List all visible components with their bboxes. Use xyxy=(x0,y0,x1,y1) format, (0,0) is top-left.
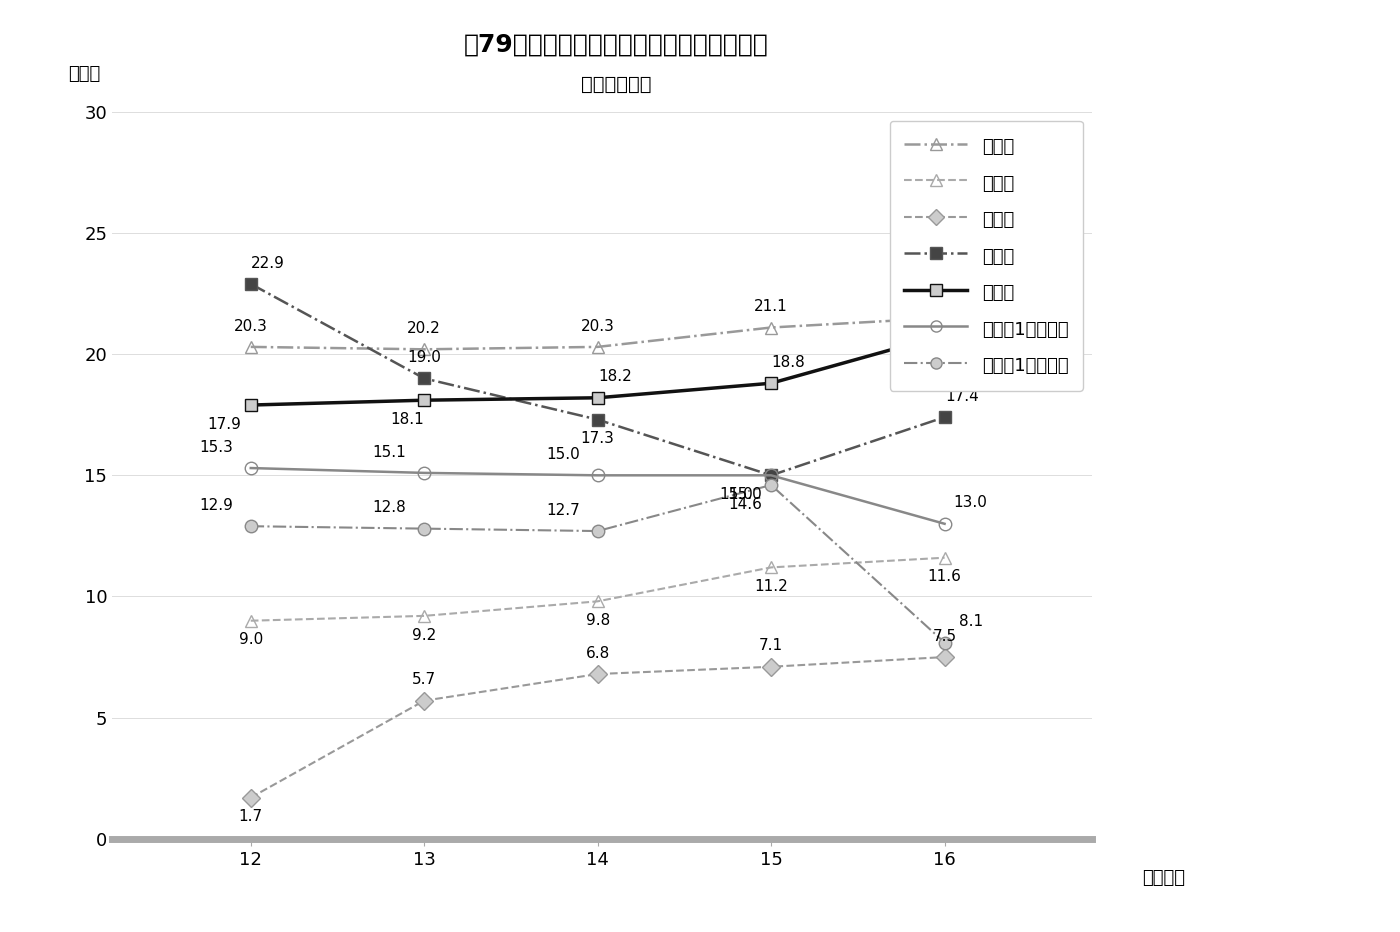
Text: 17.4: 17.4 xyxy=(945,389,979,404)
Text: 19.0: 19.0 xyxy=(407,350,441,365)
小都市 xyxy=(763,377,780,389)
Line: 町村（1万未満）: 町村（1万未満） xyxy=(245,479,951,649)
Text: 7.1: 7.1 xyxy=(759,638,783,653)
Text: 12.8: 12.8 xyxy=(372,500,406,515)
中核市 xyxy=(763,562,780,573)
Text: 20.2: 20.2 xyxy=(407,321,441,336)
Text: 15.0: 15.0 xyxy=(546,447,580,462)
特例市 xyxy=(763,661,780,672)
小都市 xyxy=(937,329,953,340)
Line: 町村（1万以上）: 町村（1万以上） xyxy=(245,461,951,530)
町村（1万以上） xyxy=(589,470,606,481)
Text: 5.7: 5.7 xyxy=(412,672,437,688)
Text: 12.9: 12.9 xyxy=(199,498,232,513)
Text: 18.2: 18.2 xyxy=(598,369,631,385)
Text: 21.5: 21.5 xyxy=(928,290,962,305)
Text: 15.0: 15.0 xyxy=(720,487,753,502)
Text: （％）: （％） xyxy=(67,64,101,83)
Line: 特例市: 特例市 xyxy=(245,651,951,804)
Text: 15.1: 15.1 xyxy=(372,445,406,459)
中核市 xyxy=(416,610,433,622)
Line: 大都市: 大都市 xyxy=(245,311,951,356)
特例市 xyxy=(416,695,433,706)
大都市 xyxy=(589,341,606,352)
中核市 xyxy=(589,596,606,607)
特例市 xyxy=(589,668,606,679)
Text: 20.3: 20.3 xyxy=(234,319,267,334)
町村（1万未満） xyxy=(416,523,433,534)
町村（1万以上） xyxy=(416,467,433,478)
Text: 9.2: 9.2 xyxy=(412,627,437,642)
Text: 15.0: 15.0 xyxy=(728,487,762,502)
大都市 xyxy=(763,322,780,333)
Text: 17.9: 17.9 xyxy=(207,417,242,432)
中核市 xyxy=(937,552,953,563)
Text: 第79図　団体規模別決算規模構成比の推移: 第79図 団体規模別決算規模構成比の推移 xyxy=(463,33,769,57)
中核市 xyxy=(242,615,259,626)
町村（1万以上） xyxy=(763,470,780,481)
中都市 xyxy=(589,414,606,425)
Text: 14.6: 14.6 xyxy=(728,497,762,512)
Text: 18.1: 18.1 xyxy=(391,412,424,427)
小都市 xyxy=(589,392,606,404)
Text: 15.3: 15.3 xyxy=(199,440,232,455)
Text: 11.6: 11.6 xyxy=(928,569,962,584)
Text: 9.8: 9.8 xyxy=(585,613,610,628)
Line: 中核市: 中核市 xyxy=(245,552,951,627)
中都市 xyxy=(937,412,953,423)
町村（1万以上） xyxy=(242,462,259,473)
町村（1万以上） xyxy=(937,518,953,529)
Text: 22.9: 22.9 xyxy=(251,255,286,270)
Text: 8.1: 8.1 xyxy=(959,614,983,629)
Line: 小都市: 小都市 xyxy=(245,328,951,411)
Text: 7.5: 7.5 xyxy=(932,629,956,644)
特例市 xyxy=(242,792,259,803)
町村（1万未満） xyxy=(242,521,259,532)
町村（1万未満） xyxy=(937,637,953,648)
特例市 xyxy=(937,651,953,663)
町村（1万未満） xyxy=(589,526,606,537)
Legend: 大都市, 中核市, 特例市, 中都市, 小都市, 町村（1万以上）, 町村（1万未満）: 大都市, 中核市, 特例市, 中都市, 小都市, 町村（1万以上）, 町村（1万… xyxy=(890,121,1084,391)
Text: 6.8: 6.8 xyxy=(585,646,610,661)
大都市 xyxy=(416,344,433,355)
Text: 12.7: 12.7 xyxy=(546,502,580,518)
Text: 11.2: 11.2 xyxy=(755,579,788,594)
Text: 18.8: 18.8 xyxy=(771,355,805,370)
中都市 xyxy=(242,279,259,290)
Text: 13.0: 13.0 xyxy=(953,496,987,511)
Text: 1.7: 1.7 xyxy=(238,809,263,824)
Text: 20.8: 20.8 xyxy=(910,307,944,322)
小都市 xyxy=(242,400,259,411)
Text: 20.3: 20.3 xyxy=(581,319,615,334)
Text: 17.3: 17.3 xyxy=(581,432,615,446)
Text: 21.1: 21.1 xyxy=(755,299,788,314)
Text: その１　歳入: その１ 歳入 xyxy=(581,75,651,93)
Line: 中都市: 中都市 xyxy=(245,278,951,482)
中都市 xyxy=(763,470,780,481)
Text: （年度）: （年度） xyxy=(1142,870,1184,887)
中都市 xyxy=(416,373,433,384)
大都市 xyxy=(937,312,953,323)
大都市 xyxy=(242,341,259,352)
小都市 xyxy=(416,394,433,405)
町村（1万未満） xyxy=(763,479,780,490)
Text: 9.0: 9.0 xyxy=(238,633,263,648)
